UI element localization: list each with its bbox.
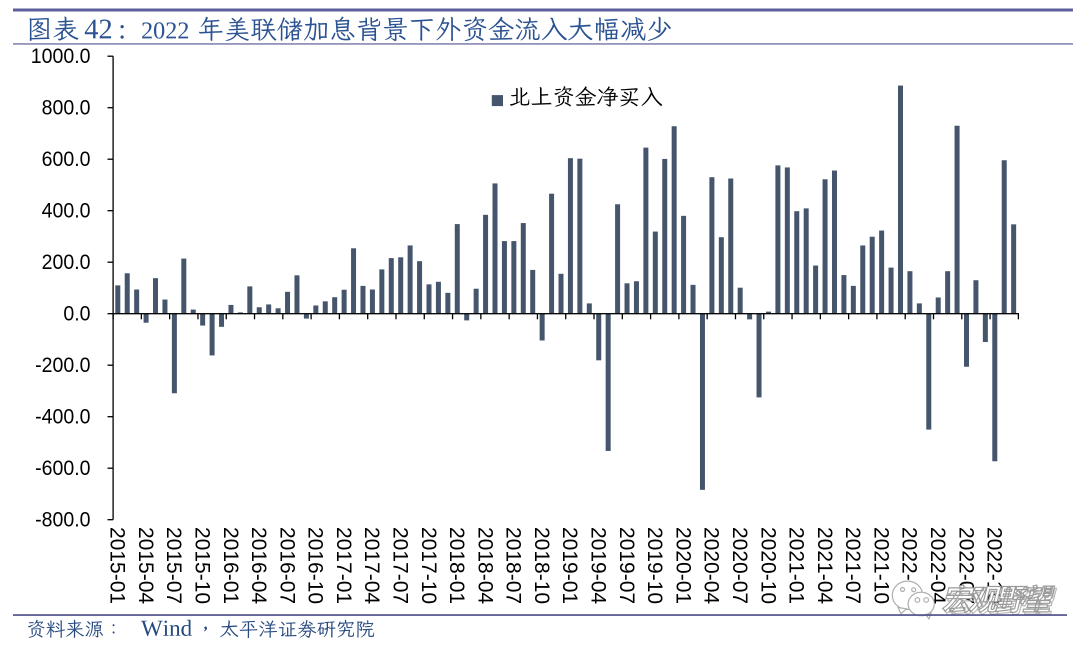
svg-text:-400.0: -400.0 bbox=[35, 406, 90, 429]
svg-text:1000.0: 1000.0 bbox=[31, 45, 91, 68]
svg-text:2017-04: 2017-04 bbox=[360, 527, 383, 604]
svg-text:2022-04: 2022-04 bbox=[926, 527, 949, 604]
svg-text:2015-04: 2015-04 bbox=[134, 527, 157, 604]
svg-text:2017-10: 2017-10 bbox=[417, 527, 440, 604]
svg-text:2016-01: 2016-01 bbox=[219, 527, 242, 604]
svg-text:2018-07: 2018-07 bbox=[502, 527, 525, 604]
svg-text:2020-04: 2020-04 bbox=[700, 527, 723, 604]
svg-text:2019-01: 2019-01 bbox=[558, 527, 581, 604]
svg-text:800.0: 800.0 bbox=[42, 97, 91, 120]
svg-text:2015-10: 2015-10 bbox=[190, 527, 213, 604]
svg-text:2016-07: 2016-07 bbox=[275, 527, 298, 604]
svg-text:2018-10: 2018-10 bbox=[530, 527, 553, 604]
svg-text:2018-01: 2018-01 bbox=[445, 527, 468, 604]
svg-text:2022-10: 2022-10 bbox=[983, 527, 1006, 604]
svg-text:2015-07: 2015-07 bbox=[162, 527, 185, 604]
svg-text:2019-10: 2019-10 bbox=[643, 527, 666, 604]
svg-text:2020-07: 2020-07 bbox=[728, 527, 751, 604]
svg-text:-600.0: -600.0 bbox=[35, 457, 90, 480]
svg-text:0.0: 0.0 bbox=[63, 303, 90, 326]
svg-text:2019-07: 2019-07 bbox=[615, 527, 638, 604]
svg-text:2020-10: 2020-10 bbox=[756, 527, 779, 604]
svg-text:400.0: 400.0 bbox=[42, 200, 91, 223]
svg-text:2021-01: 2021-01 bbox=[785, 527, 808, 604]
svg-text:2017-07: 2017-07 bbox=[389, 527, 412, 604]
svg-text:2020-01: 2020-01 bbox=[671, 527, 694, 604]
svg-text:2021-10: 2021-10 bbox=[869, 527, 892, 604]
svg-text:2017-01: 2017-01 bbox=[332, 527, 355, 604]
svg-text:2021-04: 2021-04 bbox=[813, 527, 836, 604]
svg-text:200.0: 200.0 bbox=[42, 251, 91, 274]
svg-text:2021-07: 2021-07 bbox=[841, 527, 864, 604]
svg-text:2016-10: 2016-10 bbox=[304, 527, 327, 604]
svg-text:-200.0: -200.0 bbox=[35, 354, 90, 377]
svg-text:2022-07: 2022-07 bbox=[954, 527, 977, 604]
svg-text:2019-04: 2019-04 bbox=[587, 527, 610, 604]
svg-text:2016-04: 2016-04 bbox=[247, 527, 270, 604]
svg-text:-800.0: -800.0 bbox=[35, 509, 90, 532]
svg-text:2018-04: 2018-04 bbox=[473, 527, 496, 604]
svg-text:600.0: 600.0 bbox=[42, 148, 91, 171]
svg-text:2015-01: 2015-01 bbox=[106, 527, 129, 604]
